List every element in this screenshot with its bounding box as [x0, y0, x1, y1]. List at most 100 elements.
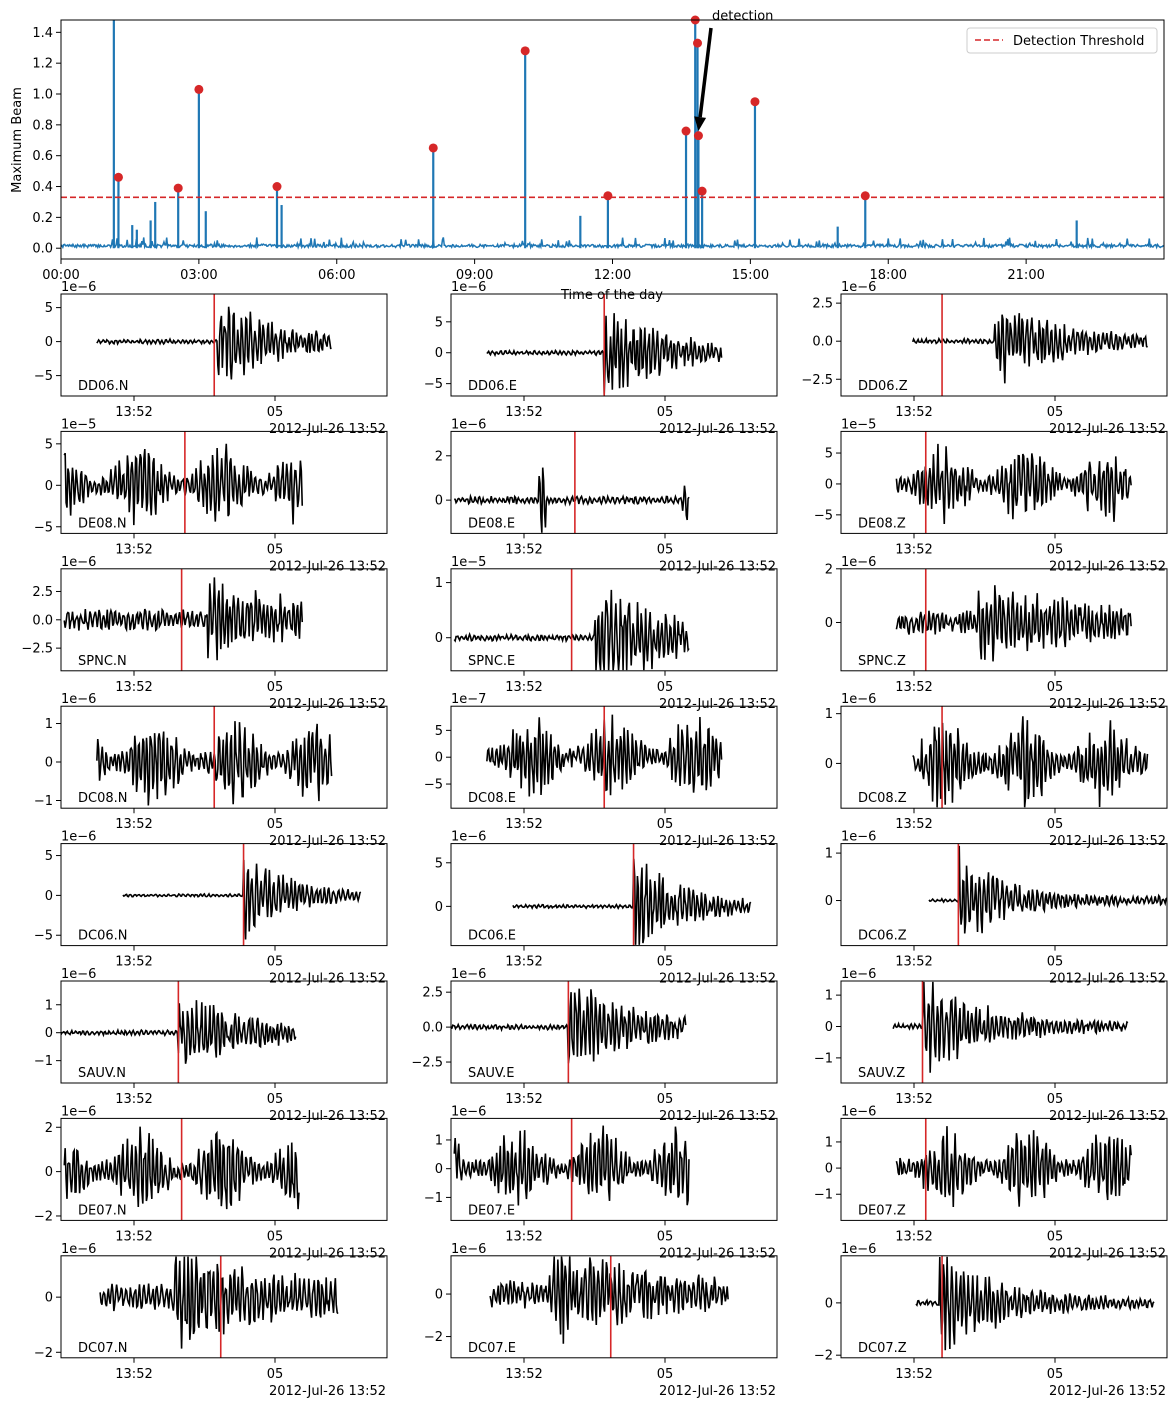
panel-y-tick-label: −1 [814, 1051, 833, 1066]
legend-box [966, 27, 1158, 54]
station-label: DC07.E [468, 1341, 516, 1356]
panel-frame [840, 705, 1168, 809]
detection-point[interactable] [693, 38, 703, 48]
waveform-trace [895, 1126, 1132, 1207]
detection-point[interactable] [520, 46, 530, 56]
beam-baseline-trace [61, 237, 1164, 251]
panel-date-offset: 2012-Jul-26 13:52 [659, 697, 776, 712]
station-panel-spnc-z: 0 2 1e−6 SPNC.Z 13:52 05 2012-Jul-26 13:52 [825, 555, 1168, 712]
panel-y-tick-label: 0 [435, 900, 443, 915]
panel-x-tick-label: 13:52 [115, 955, 152, 970]
station-panel-sauv-z: −1 0 1 1e−6 SAUV.Z 13:52 05 2012-Jul-26 13:52 [814, 967, 1168, 1124]
panel-x-tick-label: 05 [1047, 955, 1064, 970]
panel-y-tick-label: 1 [435, 576, 443, 591]
panel-y-tick-label: −2 [814, 1349, 833, 1364]
panel-x-tick-label: 13:52 [505, 542, 542, 557]
panel-frame [60, 430, 388, 534]
panel-frame [840, 293, 1168, 397]
detection-point[interactable] [194, 84, 204, 94]
panel-y-tick-label: 0 [825, 1296, 833, 1311]
panel-exponent: 1e−5 [61, 417, 96, 432]
detection-point[interactable] [173, 183, 183, 193]
panel-date-offset: 2012-Jul-26 13:52 [1049, 1384, 1166, 1399]
detection-point[interactable] [603, 191, 613, 201]
panel-date-offset: 2012-Jul-26 13:52 [1049, 834, 1166, 849]
legend-threshold-label: Detection Threshold [1013, 34, 1144, 49]
panel-exponent: 1e−6 [451, 417, 486, 432]
panel-exponent: 1e−6 [451, 967, 486, 982]
panel-y-tick-label: 0 [45, 335, 53, 350]
panel-x-tick-label: 13:52 [895, 1092, 932, 1107]
beam-y-tick-label: 1.2 [32, 57, 53, 72]
panel-frame [60, 980, 388, 1084]
detection-arrow-head [694, 116, 707, 132]
station-label: DC06.E [468, 929, 516, 944]
panel-exponent: 1e−6 [841, 555, 876, 570]
panel-x-tick-label: 05 [1047, 1229, 1064, 1244]
station-label: DE08.N [78, 516, 127, 531]
detection-point[interactable] [428, 143, 438, 153]
panel-exponent: 1e−6 [841, 692, 876, 707]
panel-date-offset: 2012-Jul-26 13:52 [659, 1246, 776, 1261]
panel-x-tick-label: 05 [267, 680, 284, 695]
panel-exponent: 1e−6 [61, 967, 96, 982]
panel-x-tick-label: 05 [267, 1229, 284, 1244]
panel-frame [450, 980, 778, 1084]
panel-x-tick-label: 05 [267, 542, 284, 557]
panel-x-tick-label: 13:52 [895, 1367, 932, 1382]
panel-frame [450, 1255, 778, 1359]
panel-y-tick-label: 1 [825, 989, 833, 1004]
panel-y-tick-label: 0 [825, 894, 833, 909]
beam-y-axis-label: Maximum Beam [10, 87, 25, 193]
panel-y-tick-label: 2.5 [32, 585, 53, 600]
panel-exponent: 1e−6 [451, 280, 486, 295]
station-label: DE08.E [468, 516, 515, 531]
panel-date-offset: 2012-Jul-26 13:52 [1049, 559, 1166, 574]
panel-date-offset: 2012-Jul-26 13:52 [269, 1384, 386, 1399]
beam-y-tick-label: 0.8 [32, 118, 53, 133]
beam-y-tick-label: 0.6 [32, 149, 53, 164]
panel-y-tick-label: −1 [34, 1054, 53, 1069]
detection-point[interactable] [272, 182, 282, 192]
panel-y-tick-label: 0 [45, 1026, 53, 1041]
panel-x-tick-label: 13:52 [505, 680, 542, 695]
station-panel-dc07-e: −2 0 1e−6 DC07.E 13:52 05 2012-Jul-26 13:52 [424, 1242, 778, 1399]
detection-point[interactable] [113, 172, 123, 182]
panel-x-tick-label: 13:52 [115, 817, 152, 832]
panel-x-tick-label: 13:52 [115, 1367, 152, 1382]
detection-point[interactable] [693, 131, 703, 141]
panel-y-tick-label: −1 [424, 1191, 443, 1206]
panel-y-tick-label: 1 [825, 707, 833, 722]
beam-x-tick-label: 06:00 [318, 268, 355, 283]
detection-point[interactable] [681, 126, 691, 136]
panel-y-tick-label: 5 [45, 301, 53, 316]
panel-y-tick-label: −5 [814, 508, 833, 523]
waveform-trace [63, 443, 304, 526]
panel-y-tick-label: 2 [45, 1121, 53, 1136]
panel-x-tick-label: 13:52 [505, 1367, 542, 1382]
detection-point[interactable] [860, 191, 870, 201]
panel-exponent: 1e−6 [841, 280, 876, 295]
station-label: DE07.Z [858, 1203, 906, 1218]
panel-x-tick-label: 13:52 [895, 405, 932, 420]
detection-point[interactable] [697, 186, 707, 196]
panel-frame [60, 705, 388, 809]
panel-y-tick-label: 0 [45, 889, 53, 904]
panel-frame [450, 293, 778, 397]
panel-y-tick-label: 0.0 [422, 1021, 443, 1036]
detection-point[interactable] [750, 97, 760, 107]
station-label: SAUV.N [78, 1066, 126, 1081]
station-panel-de07-z: −1 0 1 1e−6 DE07.Z 13:52 05 2012-Jul-26 13:52 [814, 1104, 1168, 1261]
beam-legend[interactable]: Detection Threshold [966, 27, 1158, 54]
panel-y-tick-label: 2 [825, 562, 833, 577]
panel-x-tick-label: 05 [267, 1092, 284, 1107]
panel-frame [60, 293, 388, 397]
panel-x-tick-label: 13:52 [505, 1229, 542, 1244]
panel-x-tick-label: 13:52 [115, 1092, 152, 1107]
panel-date-offset: 2012-Jul-26 13:52 [659, 972, 776, 987]
detection-markers [113, 15, 870, 201]
